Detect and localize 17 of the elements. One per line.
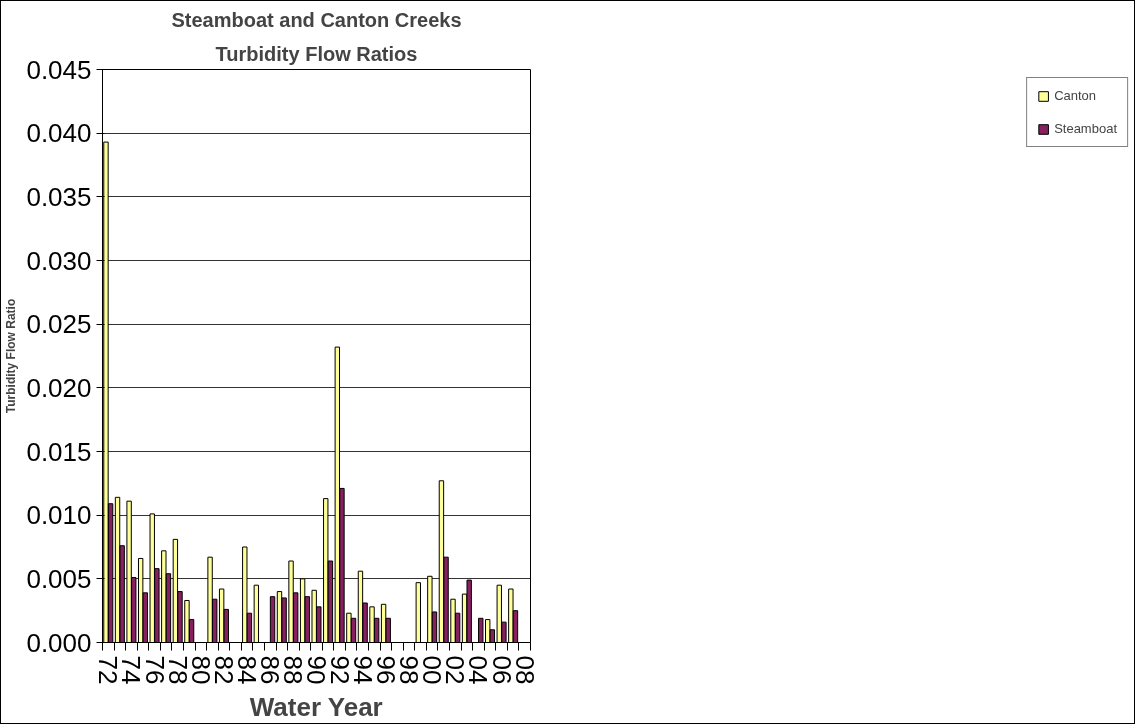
chart-title: Steamboat and Canton Creeks [171, 8, 462, 31]
y-tick-label: 0.025 [26, 309, 92, 340]
legend-label: Canton [1054, 88, 1097, 103]
chart-subtitle: Turbidity Flow Ratios [215, 42, 418, 65]
y-tick-label: 0.000 [26, 627, 92, 658]
y-tick-label: 0.005 [26, 563, 92, 594]
legend-label: Steamboat [1054, 121, 1117, 136]
y-tick-label: 0.015 [26, 436, 92, 467]
y-tick-label: 0.035 [26, 181, 92, 212]
y-tick-label: 0.030 [26, 245, 92, 276]
x-axis-title: Water Year [249, 692, 383, 723]
x-tick-label: 90 [301, 655, 332, 685]
y-tick-label: 0.020 [26, 372, 92, 403]
y-tick-label: 0.045 [26, 54, 92, 85]
y-axis-title: Turbidity Flow Ratio [4, 298, 19, 414]
y-tick-label: 0.040 [26, 118, 92, 149]
y-tick-label: 0.010 [26, 500, 92, 531]
